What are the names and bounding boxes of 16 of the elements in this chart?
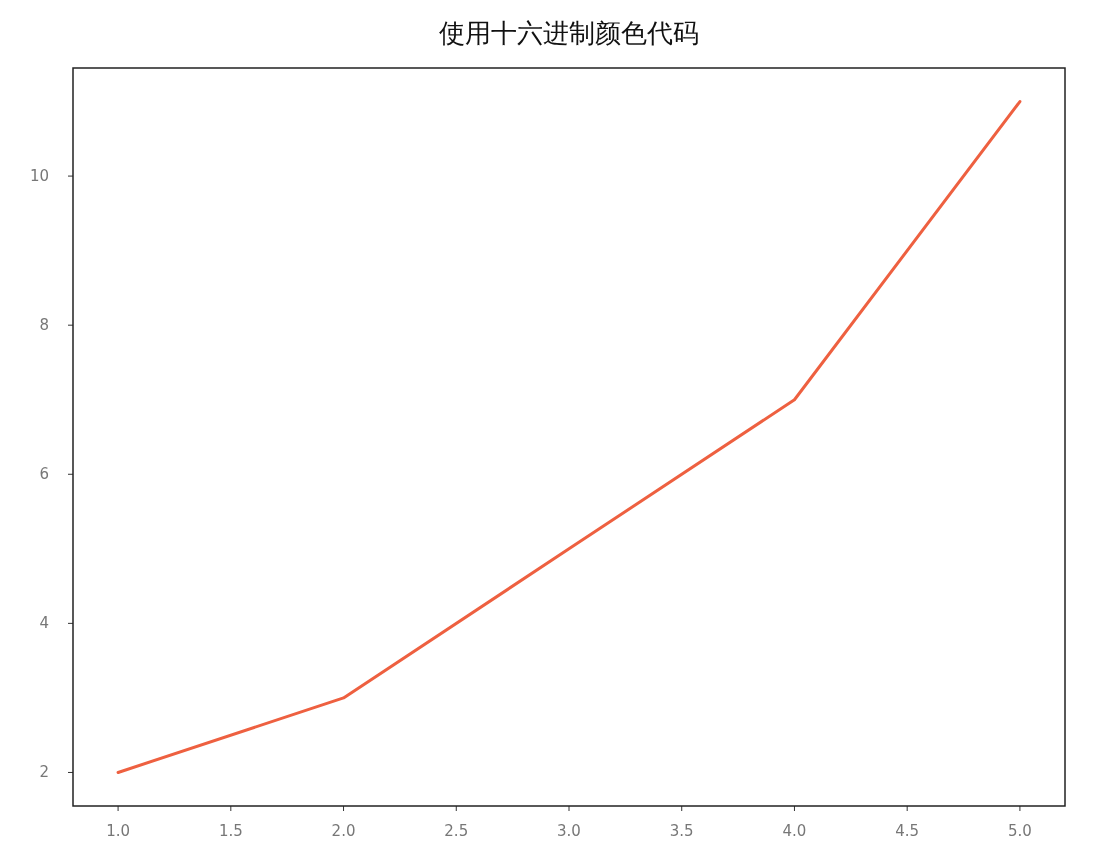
line-series xyxy=(116,100,1022,774)
x-tick-label: 2.5 xyxy=(444,822,469,840)
x-tick-label: 1.5 xyxy=(218,822,243,840)
x-tick-label: 2.0 xyxy=(331,822,356,840)
x-tick-label: 3.0 xyxy=(557,822,581,840)
y-tick-label: 10 xyxy=(29,167,49,186)
y-tick-label: 4 xyxy=(39,614,49,633)
x-tick-label: 4.0 xyxy=(782,822,807,840)
y-tick-label: 6 xyxy=(39,465,49,484)
y-tick-label: 2 xyxy=(39,763,49,782)
x-tick-label: 3.5 xyxy=(669,822,694,840)
x-tick-label: 4.5 xyxy=(895,822,920,840)
x-tick-label: 5.0 xyxy=(1007,822,1032,840)
chart-title: 使用十六进制颜色代码 xyxy=(439,18,699,48)
x-tick-label: 1.0 xyxy=(106,822,131,840)
y-tick-label: 8 xyxy=(39,316,49,335)
